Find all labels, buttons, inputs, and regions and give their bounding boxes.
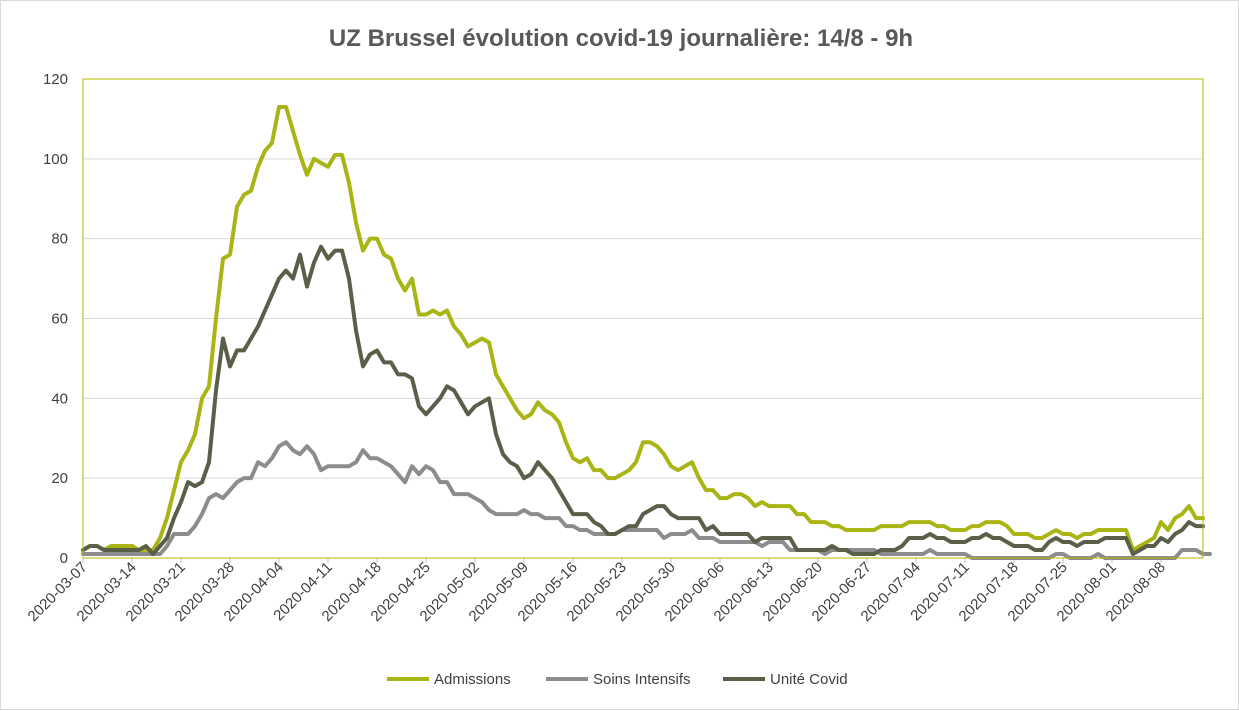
chart-title: UZ Brussel évolution covid-19 journalièr… <box>329 25 913 52</box>
gridlines <box>83 78 1203 559</box>
y-tick-label: 20 <box>51 470 68 487</box>
y-tick-label: 80 <box>51 231 68 248</box>
y-tick-label: 60 <box>51 311 68 328</box>
series-line-0 <box>81 104 1205 553</box>
y-tick-label: 0 <box>60 550 68 567</box>
y-tick-label: 120 <box>43 71 68 88</box>
legend: Admissions Soins Intensifs Unité Covid <box>387 671 848 688</box>
series-line-2 <box>81 244 1205 557</box>
x-axis: 2020-03-072020-03-142020-03-212020-03-28… <box>25 558 1169 625</box>
series-line-1 <box>81 440 1212 560</box>
legend-label: Admissions <box>434 671 511 688</box>
plot-area-border <box>82 78 1204 559</box>
y-tick-label: 100 <box>43 151 68 168</box>
y-axis: 0 20 40 60 80 100 120 <box>43 71 68 567</box>
legend-label: Unité Covid <box>770 671 848 688</box>
legend-label: Soins Intensifs <box>593 671 691 688</box>
y-tick-label: 40 <box>51 390 68 407</box>
plot-lines <box>81 104 1212 560</box>
